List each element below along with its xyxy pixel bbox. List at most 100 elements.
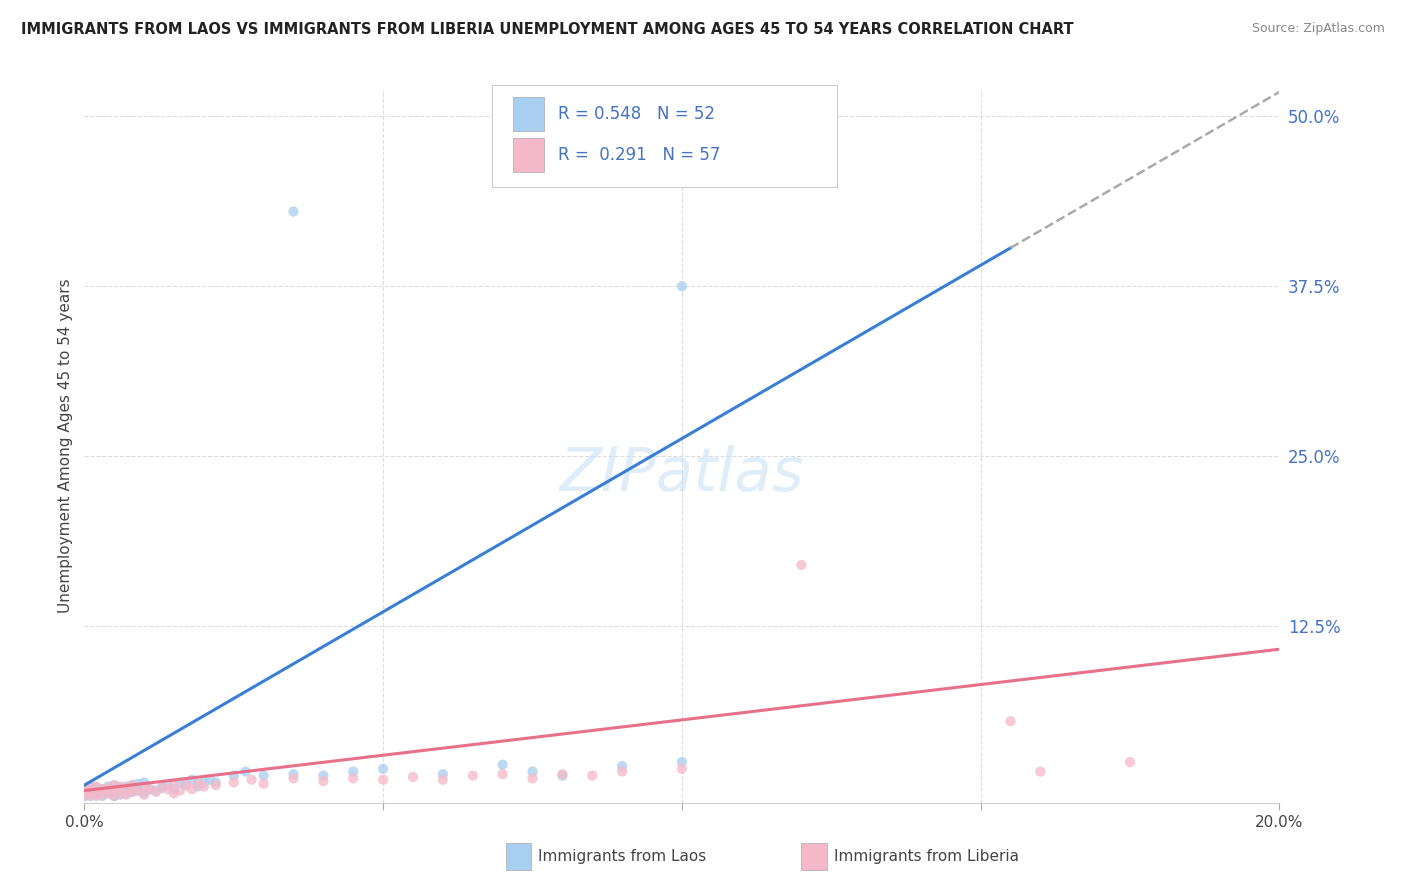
Point [432,767,454,781]
Point [522,772,544,786]
Point [91,782,114,797]
Point [283,772,305,786]
Point [132,786,156,800]
Point [222,769,245,783]
Point [612,764,634,779]
Point [240,772,263,787]
Point [110,780,132,794]
Point [79,780,101,795]
Point [1029,764,1052,779]
Point [169,775,191,789]
Point [181,782,204,797]
Point [97,786,120,800]
Point [86,789,108,803]
Text: R = 0.548   N = 52: R = 0.548 N = 52 [558,105,716,123]
Point [283,767,305,781]
Point [145,785,167,799]
Point [115,780,138,794]
Point [73,786,96,800]
Point [373,762,395,776]
Point [671,279,693,293]
Point [283,204,305,219]
Point [91,782,114,797]
Point [103,778,125,792]
Point [115,786,138,800]
Point [312,774,335,789]
Point [79,788,101,802]
Point [581,769,603,783]
Point [235,764,257,779]
Point [132,775,156,789]
Point [103,783,125,797]
Point [86,785,108,799]
Point [157,778,180,792]
Point [121,778,143,792]
Point [342,772,364,786]
Point [79,789,101,803]
Point [492,757,515,772]
Point [115,780,138,795]
Point [205,775,228,789]
Point [73,789,96,803]
Text: Source: ZipAtlas.com: Source: ZipAtlas.com [1251,22,1385,36]
Point [551,769,574,783]
Point [551,767,574,781]
Point [492,767,515,781]
Point [193,775,215,789]
Point [671,755,693,769]
Text: ZIPatlas: ZIPatlas [560,445,804,504]
Point [121,785,143,799]
Point [110,788,132,802]
Text: Immigrants from Laos: Immigrants from Laos [538,849,707,863]
Point [127,783,149,797]
Point [187,777,209,791]
Point [103,789,125,803]
Point [198,772,221,787]
Point [174,778,197,792]
Point [97,780,120,794]
Point [790,558,813,572]
Point [139,782,162,797]
Point [86,780,108,794]
Point [97,786,120,800]
Point [253,769,276,783]
Point [432,772,454,787]
Point [174,778,197,792]
Point [1000,714,1022,729]
Point [157,782,180,797]
Point [522,764,544,779]
Point [86,788,108,802]
Point [110,780,132,795]
Point [163,786,186,800]
Point [402,770,425,784]
Y-axis label: Unemployment Among Ages 45 to 54 years: Unemployment Among Ages 45 to 54 years [58,278,73,614]
Point [187,780,209,794]
Text: Immigrants from Liberia: Immigrants from Liberia [834,849,1019,863]
Point [163,782,186,797]
Point [145,783,167,797]
Point [115,788,138,802]
Point [127,777,149,791]
Point [121,778,143,792]
Point [97,780,120,795]
Point [86,780,108,795]
Point [86,785,108,799]
Point [205,778,228,792]
Point [373,772,395,787]
Point [110,786,132,800]
Point [671,762,693,776]
Point [91,788,114,802]
Point [612,759,634,773]
Point [461,769,484,783]
Point [342,764,364,779]
Point [79,783,101,797]
Point [103,778,125,792]
Point [132,788,156,802]
Point [193,780,215,794]
Point [150,780,173,795]
Point [73,789,96,803]
Point [127,783,149,797]
Point [103,785,125,799]
Point [222,775,245,789]
Point [150,780,173,794]
